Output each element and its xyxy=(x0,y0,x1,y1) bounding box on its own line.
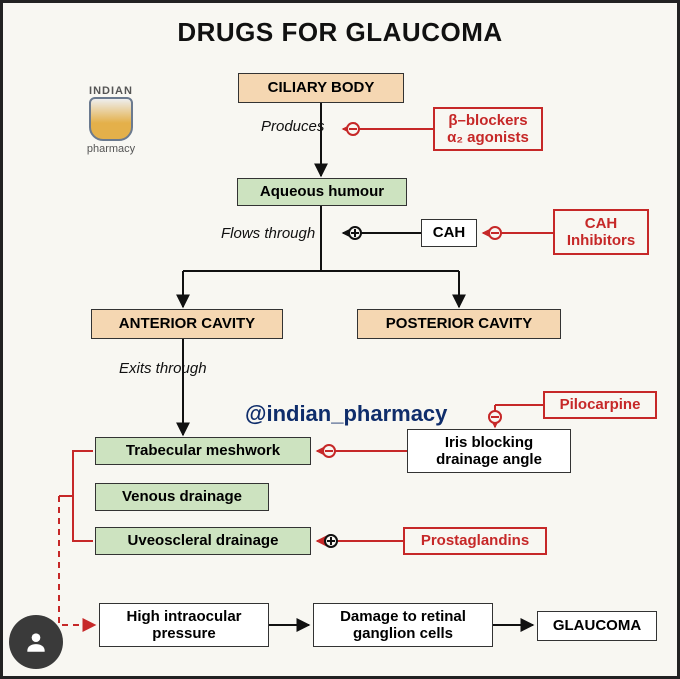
node-posterior: POSTERIOR CAVITY xyxy=(357,309,561,339)
node-high-iop: High intraocular pressure xyxy=(99,603,269,647)
node-damage: Damage to retinal ganglion cells xyxy=(313,603,493,647)
node-beta-a2: β–blockers α₂ agonists xyxy=(433,107,543,151)
diagram-canvas: DRUGS FOR GLAUCOMA INDIAN pharmacy CILIA… xyxy=(0,0,680,679)
node-iris: Iris blocking drainage angle xyxy=(407,429,571,473)
node-uveoscleral: Uveoscleral drainage xyxy=(95,527,311,555)
node-ciliary-body: CILIARY BODY xyxy=(238,73,404,103)
watermark-handle: @indian_pharmacy xyxy=(245,401,447,427)
page-title: DRUGS FOR GLAUCOMA xyxy=(3,17,677,48)
shield-icon xyxy=(89,97,133,141)
label-flows: Flows through xyxy=(221,225,315,242)
label-produces: Produces xyxy=(261,118,324,135)
brand-logo: INDIAN pharmacy xyxy=(76,85,146,155)
node-aqueous: Aqueous humour xyxy=(237,178,407,206)
node-anterior: ANTERIOR CAVITY xyxy=(91,309,283,339)
brand-top: INDIAN xyxy=(76,85,146,97)
node-pilocarpine: Pilocarpine xyxy=(543,391,657,419)
node-venous: Venous drainage xyxy=(95,483,269,511)
label-exits: Exits through xyxy=(119,360,207,377)
node-cah-inh: CAH Inhibitors xyxy=(553,209,649,255)
person-icon[interactable] xyxy=(9,615,63,669)
brand-bottom: pharmacy xyxy=(76,143,146,155)
node-glaucoma: GLAUCOMA xyxy=(537,611,657,641)
node-trabecular: Trabecular meshwork xyxy=(95,437,311,465)
node-prostaglandins: Prostaglandins xyxy=(403,527,547,555)
node-cah: CAH xyxy=(421,219,477,247)
